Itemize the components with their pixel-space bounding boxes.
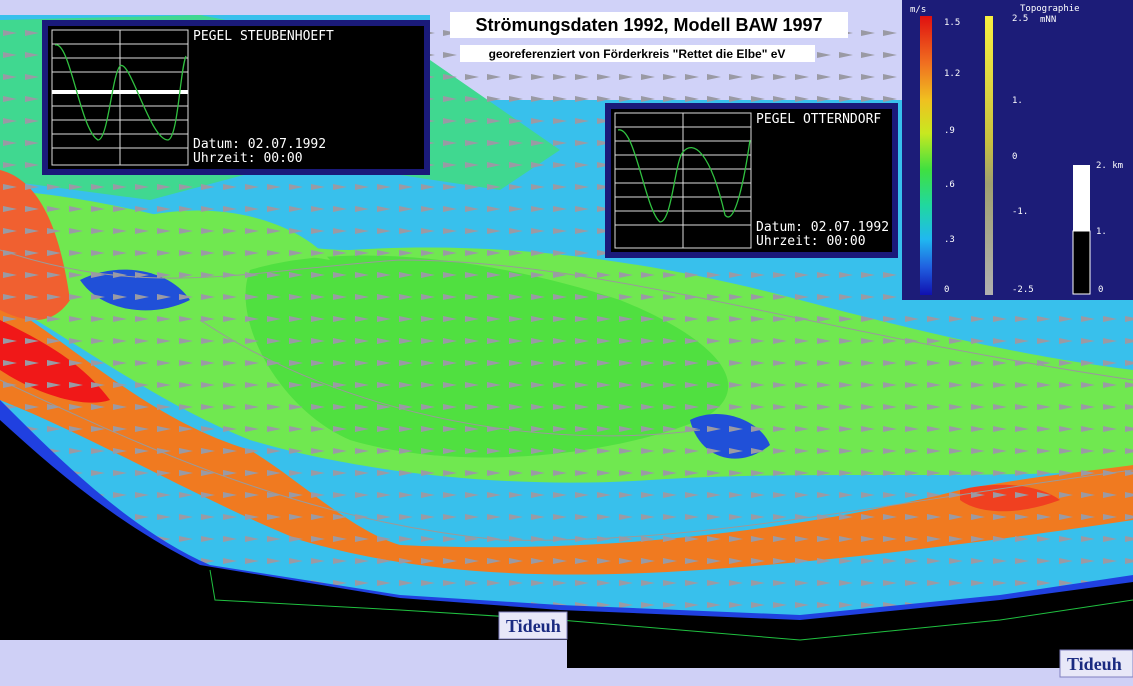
panel-body xyxy=(48,26,424,169)
scale-label: 1. xyxy=(1096,227,1107,237)
land xyxy=(0,420,1133,668)
tide-curve xyxy=(54,44,187,141)
title-background xyxy=(450,12,848,38)
gauge-time: Uhrzeit: 00:00 xyxy=(756,234,866,249)
topo-color-bar xyxy=(985,16,993,295)
gauge-date: Datum: 02.07.1992 xyxy=(756,220,889,235)
gauge-panel: PEGEL STEUBENHOEFT Datum: 02.07.1992 Uhr… xyxy=(42,20,430,175)
topo-label: 2.5 xyxy=(1012,14,1028,24)
gauge-name: PEGEL STEUBENHOEFT xyxy=(193,29,334,44)
title: Strömungsdaten 1992, Modell BAW 1997 xyxy=(475,15,822,35)
speed-label: 1.2 xyxy=(944,69,960,79)
gauge-grid xyxy=(614,112,752,249)
topo-label: 1. xyxy=(1012,96,1023,106)
topo-title: Topographie xyxy=(1020,4,1080,14)
legend-panel: m/s 1.5 1.2 .9 .6 .3 0 Topographie mNN 2… xyxy=(902,0,1133,300)
button-background[interactable] xyxy=(1059,649,1133,678)
scale-bar-lower xyxy=(1072,230,1091,295)
scale-bar-upper xyxy=(1073,165,1090,231)
speed-unit: m/s xyxy=(910,5,926,15)
speed-label: .3 xyxy=(944,235,955,245)
topo-unit: mNN xyxy=(1040,15,1056,25)
gauge-name: PEGEL OTTERNDORF xyxy=(756,112,881,127)
speed-label: 0 xyxy=(944,285,949,295)
topo-label: 0 xyxy=(1012,152,1017,162)
topo-label: -2.5 xyxy=(1012,285,1034,295)
legend-background xyxy=(902,0,1133,300)
gauge-grid xyxy=(51,29,189,166)
title-box: Strömungsdaten 1992, Modell BAW 1997 geo… xyxy=(450,12,848,62)
gauge-time: Uhrzeit: 00:00 xyxy=(193,151,303,166)
scale-label: 2. km xyxy=(1096,161,1123,171)
subtitle: georeferenziert von Förderkreis "Rettet … xyxy=(489,47,786,61)
scale-label: 0 xyxy=(1098,285,1103,295)
gauge-date: Datum: 02.07.1992 xyxy=(193,137,326,152)
speed-color-bar xyxy=(920,16,932,295)
speed-label: 1.5 xyxy=(944,18,960,28)
tide-curve xyxy=(617,129,751,223)
topo-label: -1. xyxy=(1012,207,1028,217)
tide-button[interactable]: Tideuh xyxy=(498,611,568,640)
gauge-panel: PEGEL OTTERNDORF Datum: 02.07.1992 Uhrze… xyxy=(605,103,898,258)
speed-label: .6 xyxy=(944,180,955,190)
subtitle-background xyxy=(460,45,815,62)
button-label[interactable]: Tideuh xyxy=(1067,654,1122,674)
button-label[interactable]: Tideuh xyxy=(506,616,561,636)
button-background[interactable] xyxy=(498,611,568,640)
tide-button[interactable]: Tideuh xyxy=(1059,649,1133,678)
speed-label: .9 xyxy=(944,126,955,136)
